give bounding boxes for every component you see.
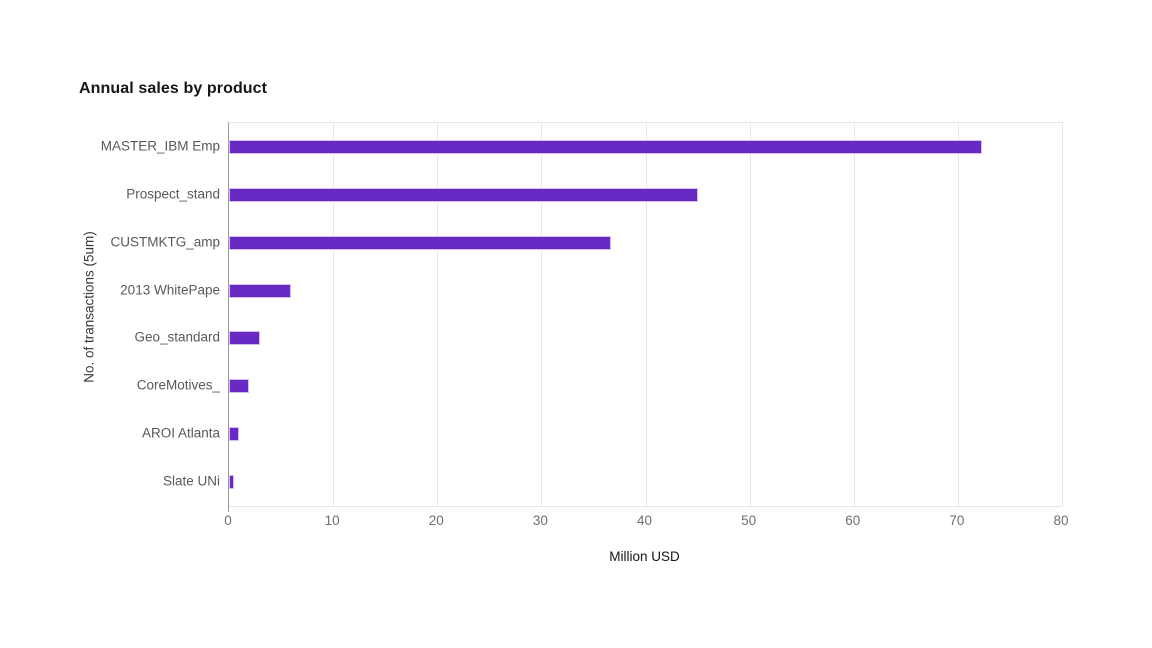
category-label: Slate UNi: [162, 473, 220, 489]
x-tick-label: 50: [741, 513, 757, 528]
bar: [229, 427, 240, 442]
bar: [229, 379, 249, 394]
x-tick-label: 10: [324, 513, 340, 528]
category-label: CoreMotives_: [136, 377, 220, 393]
y-axis-category-labels: MASTER_IBM Emp Prospect_stand CUSTMKTG_amp…: [40, 122, 220, 505]
x-tick-label: 20: [428, 513, 444, 528]
bar-row: [229, 362, 1062, 410]
bar-row: [229, 267, 1062, 315]
category-label: Prospect_stand: [126, 186, 220, 202]
x-tick-label: 0: [224, 513, 232, 528]
x-axis-zero-tick: [228, 506, 229, 512]
gridline: [437, 123, 439, 506]
gridline: [1062, 123, 1063, 506]
bar-row: [229, 219, 1062, 267]
category-label: MASTER_IBM Emp: [100, 138, 220, 154]
category-label: Geo_standard: [134, 329, 220, 345]
gridline: [853, 123, 855, 506]
x-tick-label: 70: [949, 513, 965, 528]
bar-row: [229, 123, 1062, 171]
bar: [229, 331, 261, 346]
bar-row: [229, 315, 1062, 363]
plot-area: [228, 122, 1063, 512]
bar: [229, 235, 612, 250]
gridline: [645, 123, 647, 506]
chart-title: Annual sales by product: [79, 80, 268, 97]
x-tick-label: 60: [845, 513, 861, 528]
gridline: [957, 123, 959, 506]
category-label: CUSTMKTG_amp: [110, 234, 220, 250]
category-label: AROI Atlanta: [141, 425, 220, 441]
x-axis-title: Million USD: [609, 549, 680, 564]
gridline: [541, 123, 543, 506]
category-label: 2013 WhitePape: [120, 282, 220, 298]
bar: [229, 283, 292, 298]
gridline: [333, 123, 335, 506]
bar-row: [229, 458, 1062, 506]
x-axis-tick-labels: 0 10 20 30 40 50 60 70 80: [224, 513, 1068, 531]
gridline: [749, 123, 751, 506]
bar-row: [229, 171, 1062, 219]
x-tick-label: 30: [532, 513, 548, 528]
bar: [229, 475, 235, 490]
x-tick-label: 40: [636, 513, 653, 528]
x-tick-label: 80: [1053, 513, 1069, 528]
bar-row: [229, 410, 1062, 458]
bar: [229, 187, 698, 202]
bar: [229, 139, 982, 154]
